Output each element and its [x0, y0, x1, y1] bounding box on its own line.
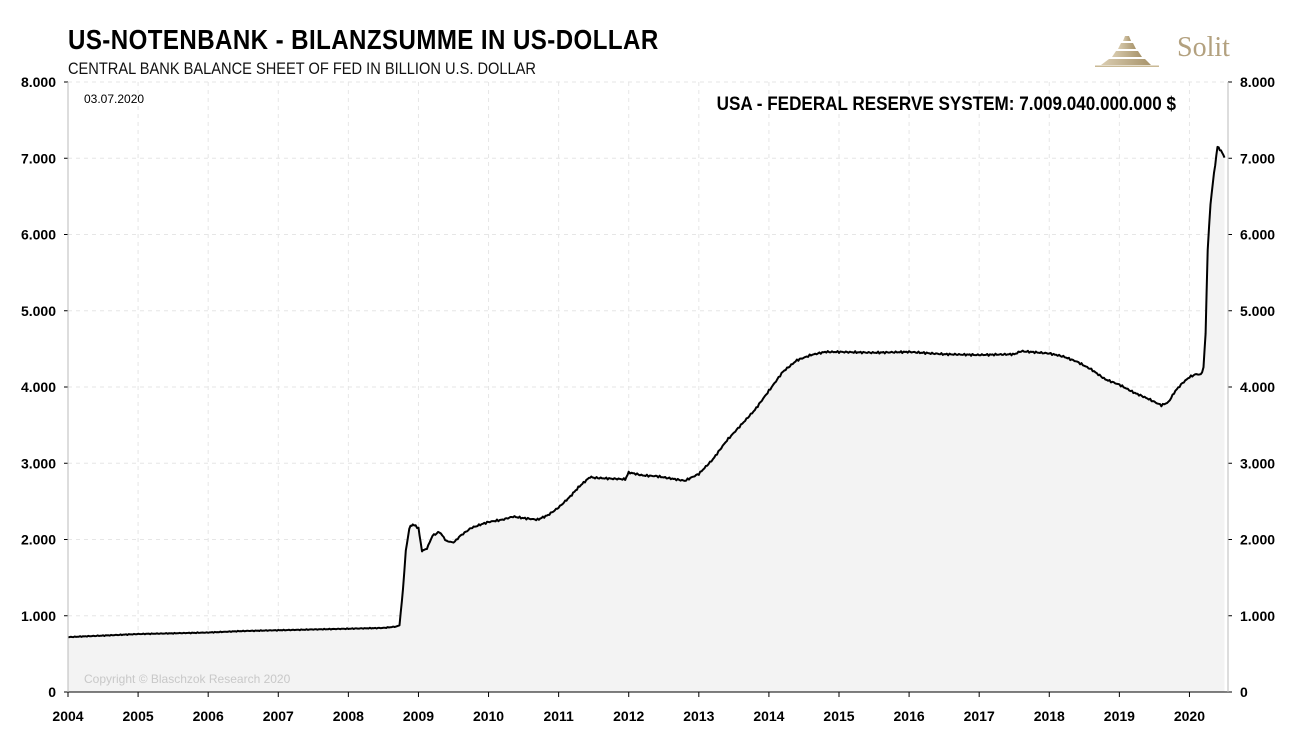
y-tick-label-left: 4.000 — [21, 379, 56, 395]
x-tick-label: 2013 — [683, 708, 714, 724]
area-fill — [68, 146, 1225, 692]
date-label: 03.07.2020 — [84, 92, 144, 106]
y-tick-label-right: 5.000 — [1240, 303, 1275, 319]
x-tick-label: 2018 — [1034, 708, 1065, 724]
x-tick-label: 2004 — [52, 708, 83, 724]
y-tick-label-right: 2.000 — [1240, 532, 1275, 548]
x-tick-label: 2012 — [613, 708, 644, 724]
y-axis-right: 0 1.000 2.000 3.000 4.000 5.000 6.000 7.000 8.00… — [1240, 74, 1275, 700]
axes — [64, 81, 1232, 697]
y-tick-label-left: 0 — [48, 684, 56, 700]
x-tick-label: 2020 — [1174, 708, 1205, 724]
y-tick-label-right: 0 — [1240, 684, 1248, 700]
series-line — [67, 145, 1226, 639]
y-tick-label-right: 6.000 — [1240, 227, 1275, 243]
x-tick-label: 2014 — [753, 708, 784, 724]
x-tick-label: 2009 — [403, 708, 434, 724]
y-tick-label-left: 5.000 — [21, 303, 56, 319]
x-axis: 2004 2005 2006 2007 2008 2009 2010 2011 2012 2013… — [52, 708, 1205, 724]
y-tick-label-left: 1.000 — [21, 608, 56, 624]
y-tick-label-right: 4.000 — [1240, 379, 1275, 395]
x-tick-label: 2016 — [894, 708, 925, 724]
brand-logo: Solit — [1095, 30, 1245, 70]
x-tick-label: 2017 — [964, 708, 995, 724]
y-tick-label-right: 8.000 — [1240, 74, 1275, 90]
x-tick-label: 2010 — [473, 708, 504, 724]
y-axis-left: 0 1.000 2.000 3.000 4.000 5.000 6.000 7.000 8.00… — [21, 74, 56, 700]
y-tick-label-left: 8.000 — [21, 74, 56, 90]
x-tick-label: 2006 — [193, 708, 224, 724]
chart-subtitle: CENTRAL BANK BALANCE SHEET OF FED IN BIL… — [68, 59, 536, 78]
value-annotation: USA - FEDERAL RESERVE SYSTEM: 7.009.040.… — [717, 93, 1176, 114]
x-tick-label: 2005 — [123, 708, 154, 724]
x-tick-label: 2011 — [543, 708, 574, 724]
y-tick-label-left: 7.000 — [21, 150, 56, 166]
brand-name: Solit — [1177, 32, 1230, 63]
y-tick-label-right: 7.000 — [1240, 150, 1275, 166]
y-tick-label-left: 3.000 — [21, 455, 56, 471]
y-tick-label-left: 2.000 — [21, 532, 56, 548]
copyright-text: Copyright © Blaschzok Research 2020 — [84, 672, 291, 686]
y-tick-label-right: 3.000 — [1240, 455, 1275, 471]
x-tick-label: 2015 — [823, 708, 854, 724]
x-tick-label: 2019 — [1104, 708, 1135, 724]
y-tick-label-left: 6.000 — [21, 227, 56, 243]
y-tick-label-right: 1.000 — [1240, 608, 1275, 624]
pyramid-icon — [1095, 36, 1159, 67]
x-tick-label: 2008 — [333, 708, 364, 724]
chart-title: US-NOTENBANK - BILANZSUMME IN US-DOLLAR — [68, 24, 659, 55]
x-tick-label: 2007 — [263, 708, 294, 724]
